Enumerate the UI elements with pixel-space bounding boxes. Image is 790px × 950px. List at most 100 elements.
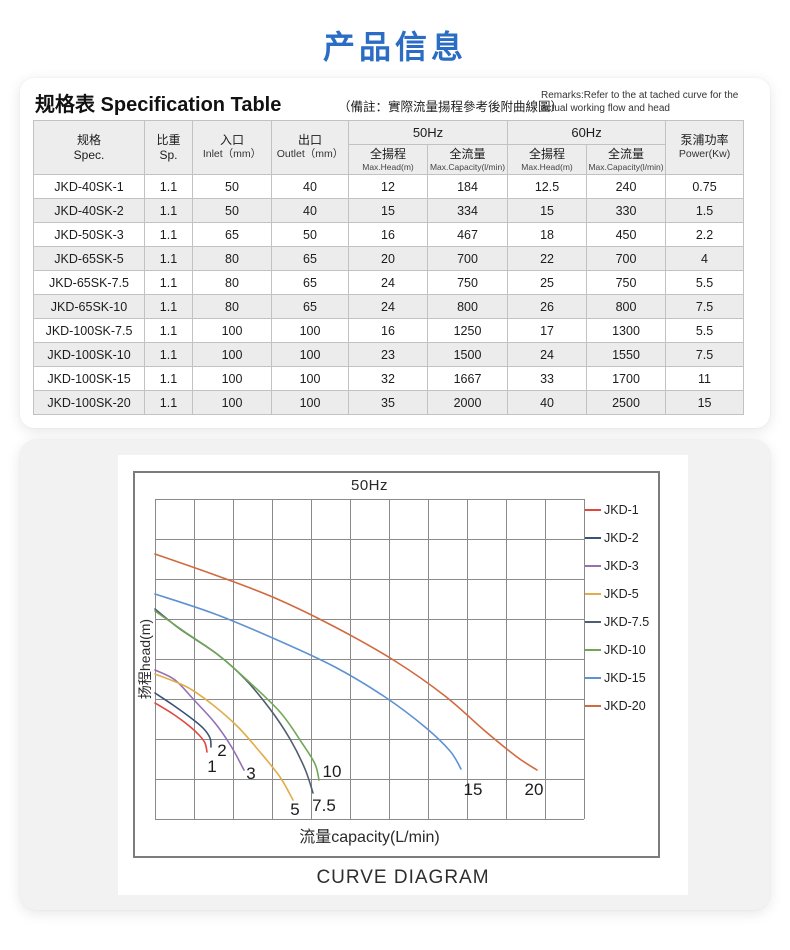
curve-jkd-5	[154, 673, 294, 801]
legend-item: JKD-2	[585, 524, 659, 552]
table-cell: JKD-65SK-10	[33, 294, 145, 319]
table-cell: 700	[426, 246, 509, 271]
table-cell: 12.5	[507, 174, 588, 199]
col-header-power: 泵浦功率 Power(Kw)	[665, 120, 745, 175]
legend-line-swatch	[585, 565, 601, 567]
table-cell: 800	[426, 294, 509, 319]
table-cell: 1550	[586, 342, 667, 367]
table-cell: JKD-40SK-1	[33, 174, 145, 199]
table-cell: 7.5	[665, 342, 745, 367]
table-cell: 16	[348, 222, 428, 247]
table-cell: 4	[665, 246, 745, 271]
col-header-60hz: 60Hz	[507, 120, 667, 145]
table-cell: 50	[192, 198, 272, 223]
table-row: JKD-50SK-3 1.1 65 50 16 467 18 450 2.2	[33, 222, 745, 247]
table-cell: JKD-40SK-2	[33, 198, 145, 223]
table-cell: 11	[665, 366, 745, 391]
legend-label: JKD-1	[604, 503, 639, 517]
table-cell: 184	[426, 174, 509, 199]
table-cell: 1.1	[144, 246, 193, 271]
table-cell: 750	[426, 270, 509, 295]
table-cell: 1.5	[665, 198, 745, 223]
table-row: JKD-100SK-15 1.1 100 100 32 1667 33 1700 11	[33, 366, 745, 391]
table-cell: 467	[426, 222, 509, 247]
legend-item: JKD-10	[585, 636, 659, 664]
table-cell: JKD-50SK-3	[33, 222, 145, 247]
table-cell: 750	[586, 270, 667, 295]
col-header-50hz: 50Hz	[347, 120, 509, 145]
curve-end-label-10: 10	[323, 762, 342, 781]
table-cell: 15	[507, 198, 588, 223]
table-row: JKD-65SK-5 1.1 80 65 20 700 22 700 4	[33, 246, 745, 271]
curve-end-label-3: 3	[246, 764, 255, 783]
table-cell: 65	[192, 222, 272, 247]
spec-remark-en: Remarks:Refer to the at tached curve for…	[541, 90, 739, 114]
table-cell: 20	[348, 246, 428, 271]
curve-jkd-10	[154, 610, 320, 781]
table-cell: 2.2	[665, 222, 745, 247]
chart-title: 50Hz	[350, 477, 389, 494]
table-cell: 100	[271, 390, 349, 415]
table-cell: 5.5	[665, 270, 745, 295]
table-row: JKD-65SK-10 1.1 80 65 24 800 26 800 7.5	[33, 294, 745, 319]
table-cell: 12	[348, 174, 428, 199]
table-cell: 24	[348, 270, 428, 295]
table-cell: 24	[348, 294, 428, 319]
table-cell: 0.75	[665, 174, 745, 199]
spec-remark-cn: （備註：實際流量揚程參考後附曲線圖）	[338, 100, 564, 114]
legend-label: JKD-7.5	[604, 615, 650, 629]
table-cell: 65	[271, 246, 349, 271]
table-cell: 100	[192, 366, 272, 391]
table-cell: 100	[192, 342, 272, 367]
col-header-50hz-head: 全揚程 Max.Head(m)	[348, 144, 428, 175]
legend-line-swatch	[585, 649, 601, 651]
table-cell: 25	[507, 270, 588, 295]
table-cell: 35	[348, 390, 428, 415]
table-cell: 450	[586, 222, 667, 247]
table-row: JKD-40SK-1 1.1 50 40 12 184 12.5 240 0.75	[33, 174, 745, 199]
table-cell: 32	[348, 366, 428, 391]
table-cell: JKD-100SK-15	[33, 366, 145, 391]
table-cell: 1.1	[144, 270, 193, 295]
curve-end-label-15: 15	[464, 780, 483, 799]
table-cell: JKD-100SK-7.5	[33, 318, 145, 343]
table-cell: 22	[507, 246, 588, 271]
col-header-sp: 比重 Sp.	[144, 120, 193, 175]
table-cell: 100	[271, 318, 349, 343]
curve-diagram-caption: CURVE DIAGRAM	[316, 867, 490, 888]
table-cell: 24	[507, 342, 588, 367]
table-cell: 1.1	[144, 294, 193, 319]
curve-jkd-3	[154, 669, 245, 771]
col-header-60hz-capacity: 全流量 Max.Capacity(l/min)	[586, 144, 667, 175]
table-row: JKD-100SK-7.5 1.1 100 100 16 1250 17 1300 5.5	[33, 318, 745, 343]
col-header-spec: 规格 Spec.	[33, 120, 145, 175]
curve-end-label-2: 2	[217, 741, 226, 760]
table-cell: 40	[507, 390, 588, 415]
legend-line-swatch	[585, 509, 601, 511]
chart-legend: JKD-1 JKD-2 JKD-3 JKD-5 JKD-7.5 JKD-10 JKD-15 J…	[585, 496, 659, 720]
table-cell: JKD-100SK-20	[33, 390, 145, 415]
table-cell: 65	[271, 294, 349, 319]
legend-label: JKD-20	[604, 699, 646, 713]
legend-line-swatch	[585, 705, 601, 707]
col-header-inlet: 入口 Inlet（mm）	[192, 120, 272, 175]
legend-label: JKD-5	[604, 587, 639, 601]
table-cell: 23	[348, 342, 428, 367]
table-cell: 240	[586, 174, 667, 199]
table-cell: 1300	[586, 318, 667, 343]
table-cell: 2000	[426, 390, 509, 415]
specification-table: 规格 Spec. 比重 Sp. 入口 Inlet（mm） 出口 Outlet（m…	[33, 120, 745, 415]
table-cell: 26	[507, 294, 588, 319]
specification-card: 规格表 Specification Table （備註：實際流量揚程參考後附曲線…	[20, 78, 770, 428]
table-cell: 1.1	[144, 198, 193, 223]
table-cell: 100	[192, 390, 272, 415]
table-cell: 100	[271, 342, 349, 367]
legend-label: JKD-3	[604, 559, 639, 573]
table-cell: 50	[192, 174, 272, 199]
legend-label: JKD-15	[604, 671, 646, 685]
curve-end-label-1: 1	[207, 757, 216, 776]
table-cell: 1.1	[144, 342, 193, 367]
legend-line-swatch	[585, 621, 601, 623]
table-cell: 1250	[426, 318, 509, 343]
